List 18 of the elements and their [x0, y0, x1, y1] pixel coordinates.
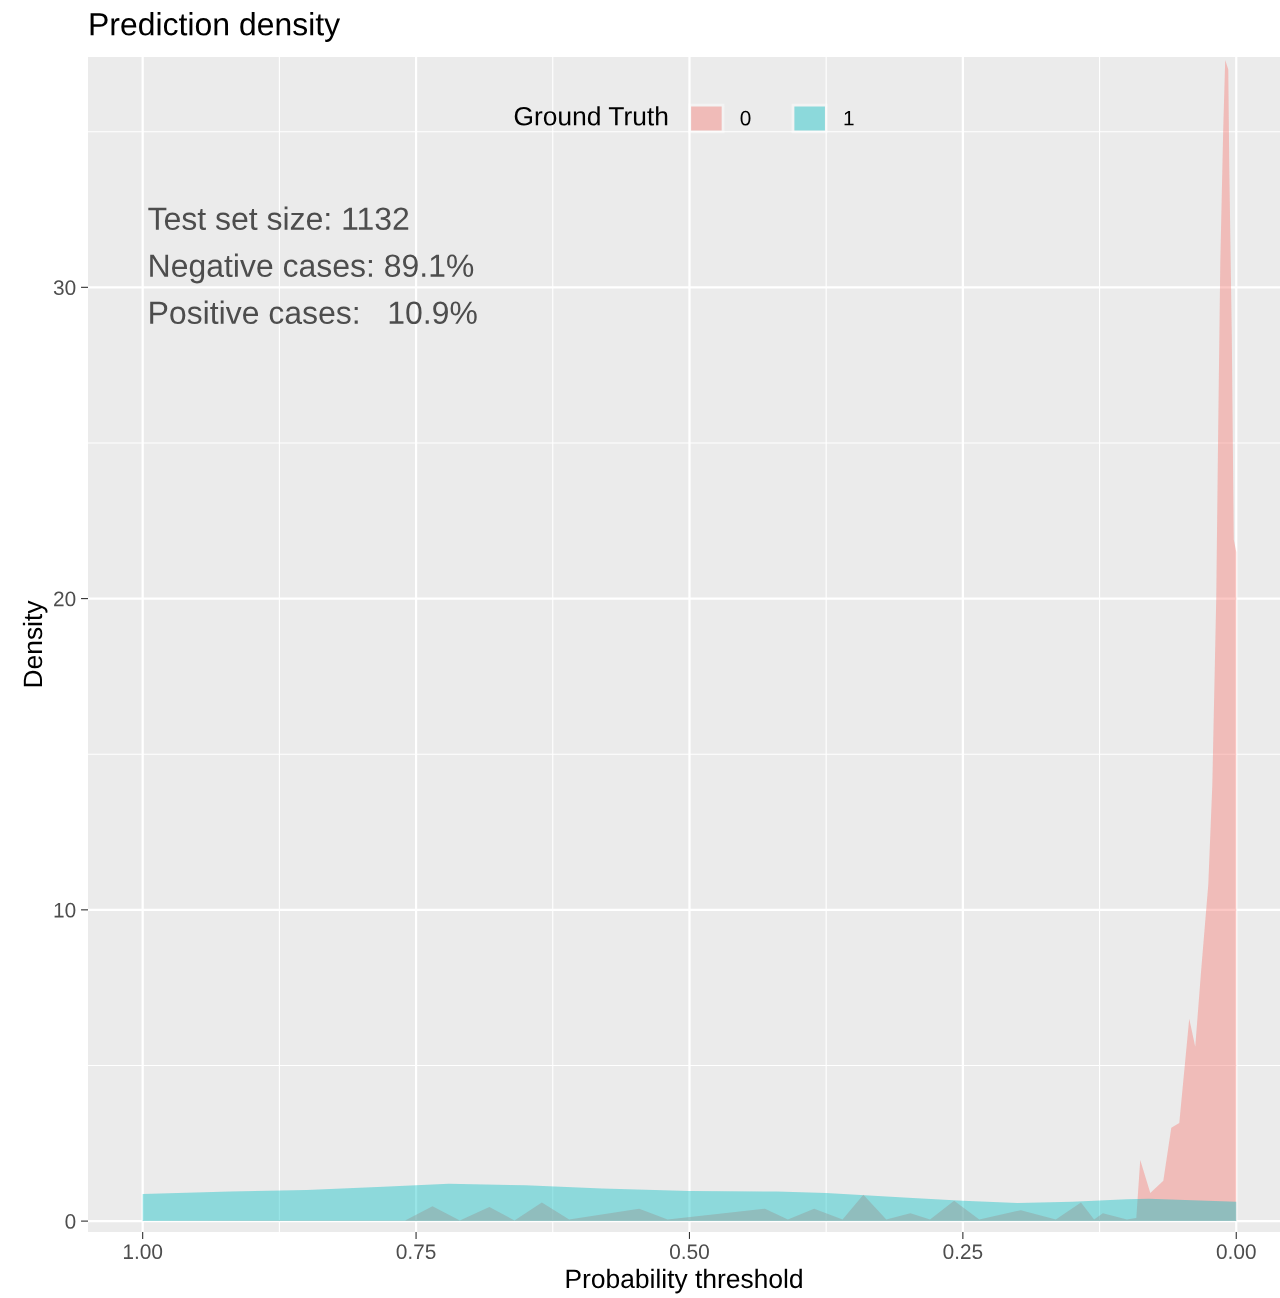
x-tick-label: 0.75: [396, 1244, 436, 1260]
annotation: Negative cases: 89.1%: [150, 253, 474, 284]
y-tick-label: 10: [54, 902, 76, 918]
y-tick-label: 20: [54, 591, 76, 607]
x-tick-label: 0.00: [1216, 1244, 1256, 1260]
x-tick-label: 0.25: [943, 1244, 983, 1260]
y-axis-title: Density: [22, 600, 48, 687]
legend-label: 1: [844, 111, 854, 126]
y-tick-label: 0: [65, 1214, 76, 1229]
y-tick-label: 30: [53, 280, 76, 296]
legend-label: 0: [740, 110, 751, 126]
x-axis-title: Probability threshold: [566, 1268, 802, 1294]
x-tick-label: 0.50: [670, 1244, 709, 1260]
chart-title: Prediction density: [90, 12, 341, 42]
legend-title: Ground Truth: [514, 106, 668, 126]
x-tick-label: 1.00: [124, 1244, 163, 1260]
annotation: Test set size: 1132: [148, 206, 409, 231]
annotation: Positive cases: 10.9%: [150, 300, 477, 325]
